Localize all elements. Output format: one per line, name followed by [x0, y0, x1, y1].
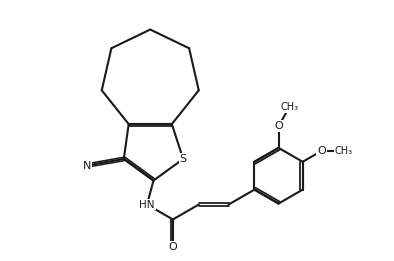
- Text: N: N: [82, 161, 91, 170]
- Text: O: O: [317, 146, 326, 156]
- Text: O: O: [169, 242, 177, 252]
- Text: O: O: [274, 121, 283, 131]
- Text: CH₃: CH₃: [335, 146, 353, 156]
- Text: CH₃: CH₃: [281, 102, 299, 112]
- Text: HN: HN: [139, 200, 155, 210]
- Text: S: S: [180, 154, 187, 164]
